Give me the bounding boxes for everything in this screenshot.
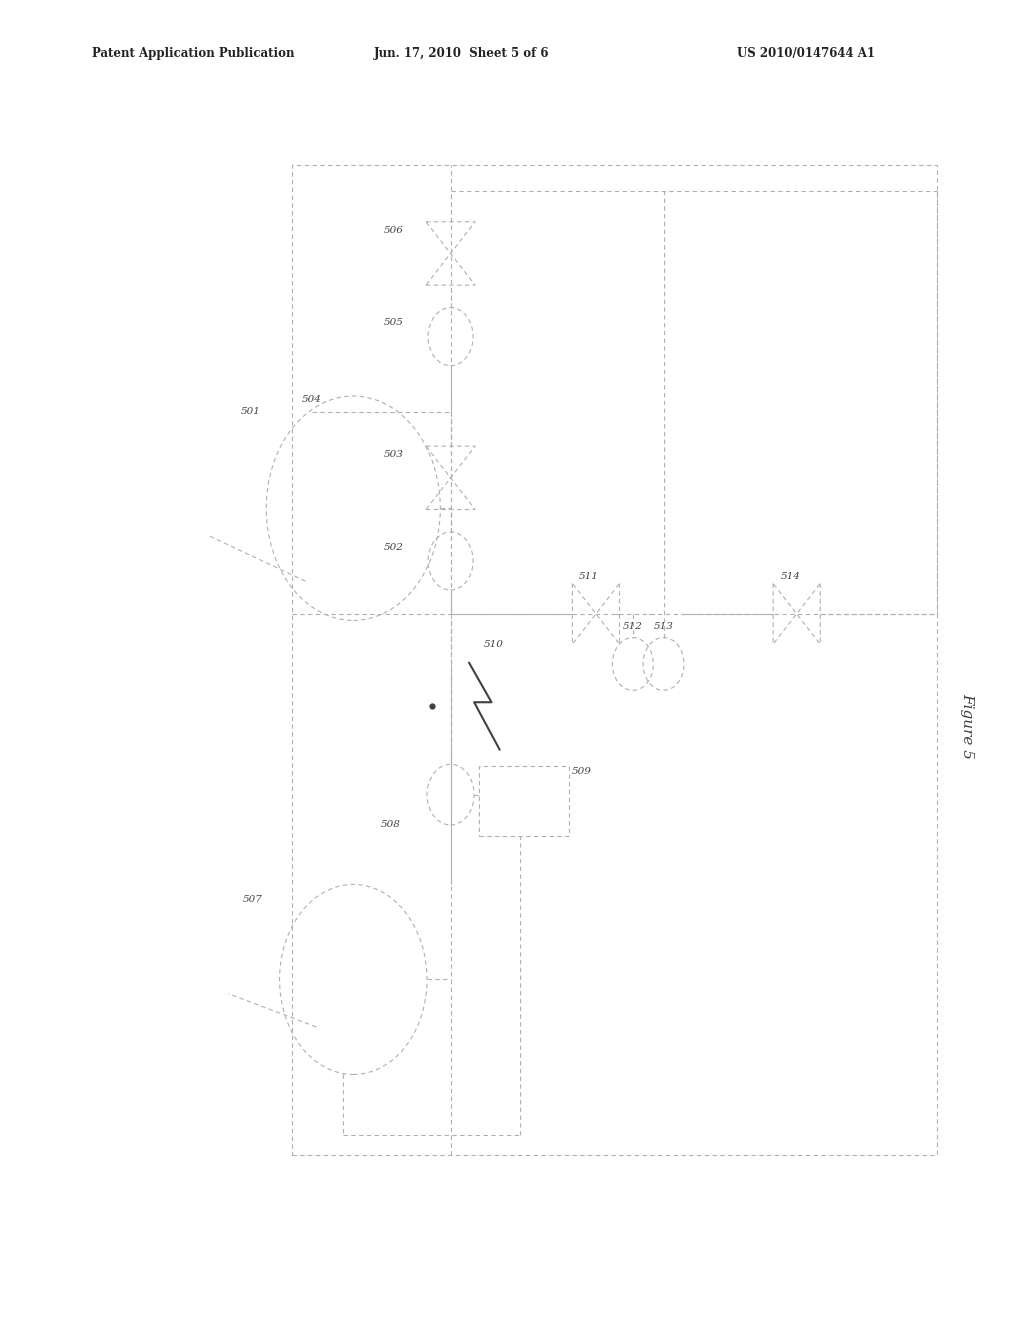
Text: 511: 511 bbox=[579, 572, 598, 581]
Text: 512: 512 bbox=[623, 622, 642, 631]
Text: Figure 5: Figure 5 bbox=[961, 693, 975, 759]
Text: 507: 507 bbox=[243, 895, 262, 904]
Text: 506: 506 bbox=[384, 226, 403, 235]
Text: 508: 508 bbox=[381, 820, 400, 829]
Text: 509: 509 bbox=[571, 767, 591, 776]
Text: 510: 510 bbox=[483, 640, 503, 649]
Text: 503: 503 bbox=[384, 450, 403, 459]
Text: 505: 505 bbox=[384, 318, 403, 327]
Text: 501: 501 bbox=[241, 407, 260, 416]
Text: 514: 514 bbox=[780, 572, 800, 581]
Text: 513: 513 bbox=[653, 622, 673, 631]
Text: 502: 502 bbox=[384, 543, 403, 552]
Text: Patent Application Publication: Patent Application Publication bbox=[92, 46, 295, 59]
Text: 504: 504 bbox=[302, 395, 322, 404]
Text: US 2010/0147644 A1: US 2010/0147644 A1 bbox=[737, 46, 876, 59]
Text: Jun. 17, 2010  Sheet 5 of 6: Jun. 17, 2010 Sheet 5 of 6 bbox=[374, 46, 549, 59]
